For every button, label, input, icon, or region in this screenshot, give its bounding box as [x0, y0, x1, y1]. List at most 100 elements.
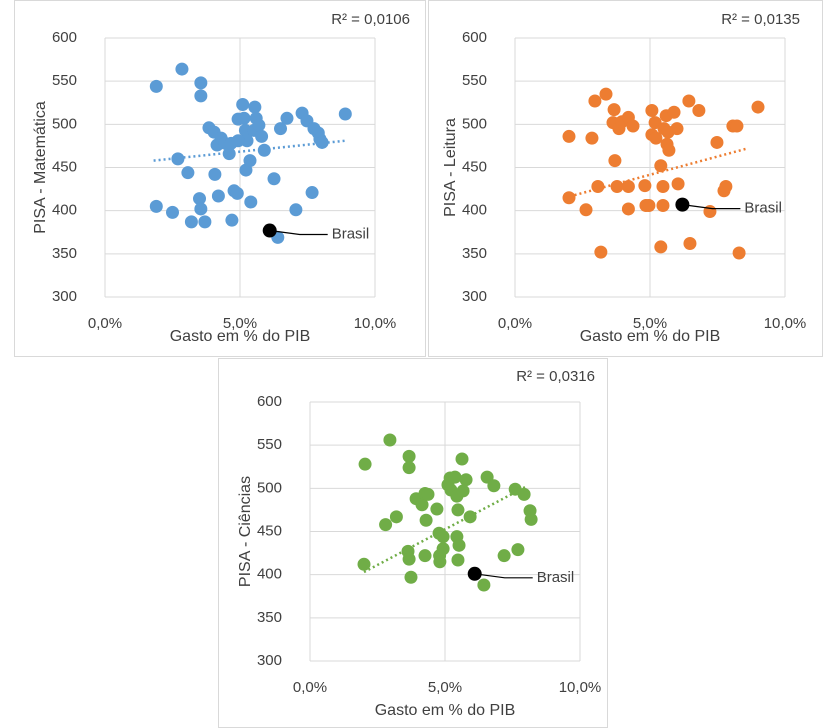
highlight-point [262, 223, 277, 238]
y-tick-label: 550 [462, 72, 487, 89]
data-point [236, 97, 250, 111]
data-point [305, 186, 319, 200]
data-point [338, 107, 352, 121]
leader-line [682, 204, 741, 210]
data-point [149, 79, 163, 93]
data-point [562, 191, 576, 205]
data-point [608, 154, 622, 168]
data-point [358, 457, 372, 471]
panel-border [428, 0, 823, 357]
data-point [591, 179, 605, 193]
y-tick-label: 400 [52, 202, 77, 219]
scatter-panel: 300 350 400 450 500 550 600 0,0% 5,0% 10,0% Gasto … [218, 358, 608, 728]
data-point [692, 104, 706, 118]
data-point [456, 484, 470, 498]
data-point [732, 246, 746, 260]
x-axis-title: Gasto em % do PIB [375, 702, 516, 719]
data-point [682, 94, 696, 108]
data-point [719, 179, 733, 193]
data-point [463, 510, 477, 524]
data-point [656, 179, 670, 193]
data-point [497, 549, 511, 563]
y-tick-label: 500 [462, 115, 487, 132]
data-point [645, 104, 659, 118]
x-axis-title: Gasto em % do PIB [170, 328, 311, 345]
x-tick-label: 10,0% [354, 315, 397, 332]
data-point [642, 198, 656, 212]
data-point [315, 135, 329, 149]
data-point [289, 203, 303, 217]
data-point [257, 143, 271, 157]
highlight-label: Brasil [537, 569, 575, 586]
x-tick-label: 0,0% [498, 315, 532, 332]
leader-line [269, 229, 328, 236]
data-point [357, 557, 371, 571]
data-point [149, 199, 163, 213]
data-point [415, 498, 429, 512]
data-point [248, 100, 262, 114]
y-tick-label: 400 [257, 566, 282, 583]
data-point [166, 205, 179, 219]
data-point [621, 179, 635, 193]
data-point [654, 159, 668, 173]
data-point [710, 135, 724, 149]
data-point [184, 215, 198, 229]
data-point [626, 119, 640, 133]
data-point [280, 111, 294, 125]
data-point [222, 147, 236, 161]
data-point [194, 202, 208, 216]
highlight-label: Brasil [332, 225, 370, 242]
y-tick-label: 400 [462, 202, 487, 219]
data-point [193, 192, 206, 206]
y-tick-label: 500 [52, 115, 77, 132]
data-point [383, 433, 397, 447]
r-squared: R² = 0,0316 [516, 368, 595, 385]
data-point [252, 118, 266, 132]
panel-border [14, 0, 426, 357]
data-point [455, 452, 469, 466]
data-point [448, 470, 462, 484]
x-tick-label: 5,0% [633, 315, 667, 332]
data-point [671, 177, 685, 191]
x-tick-label: 10,0% [764, 315, 807, 332]
data-point [751, 100, 765, 114]
data-point [656, 198, 670, 212]
x-tick-label: 0,0% [88, 315, 122, 332]
y-tick-label: 500 [257, 479, 282, 496]
y-tick-label: 300 [52, 288, 77, 305]
data-point [436, 542, 450, 556]
r-squared: R² = 0,0135 [721, 11, 800, 28]
data-point [244, 195, 258, 209]
data-point [198, 215, 212, 229]
y-tick-label: 450 [52, 158, 77, 175]
x-tick-label: 10,0% [559, 679, 602, 696]
highlight-point [467, 566, 482, 581]
data-point [402, 449, 416, 463]
r-squared: R² = 0,0106 [331, 11, 410, 28]
data-point [654, 240, 668, 254]
data-point [379, 518, 393, 532]
data-point [451, 503, 465, 517]
data-point [432, 526, 446, 540]
data-point [404, 570, 418, 584]
data-point [703, 205, 717, 219]
data-point [588, 94, 602, 108]
data-point [730, 119, 744, 133]
y-tick-label: 450 [462, 158, 487, 175]
data-point [194, 76, 208, 90]
scatter-panel: 300 350 400 450 500 550 600 0,0% 5,0% 10,0% Gasto … [14, 0, 426, 357]
trendline [363, 485, 527, 574]
data-point [599, 87, 613, 101]
data-point [225, 213, 239, 227]
data-point [610, 179, 624, 193]
x-tick-label: 0,0% [293, 679, 327, 696]
data-point [419, 513, 433, 527]
x-tick-label: 5,0% [223, 315, 257, 332]
data-point [230, 186, 244, 200]
data-point [171, 152, 185, 166]
data-point [240, 134, 254, 148]
data-point [175, 62, 189, 76]
data-point [585, 131, 599, 145]
y-tick-label: 350 [257, 609, 282, 626]
leader-line [474, 573, 533, 579]
